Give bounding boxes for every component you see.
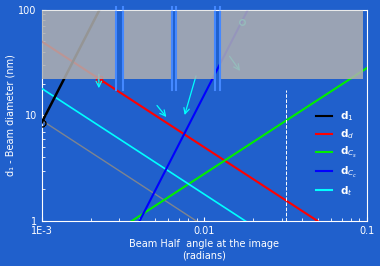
Bar <box>176 10 215 79</box>
X-axis label: Beam Half  angle at the image
(radians): Beam Half angle at the image (radians) <box>129 239 279 260</box>
Legend: d$_1$, d$_d$, d$_{C_s}$, d$_{C_c}$, d$_t$: d$_1$, d$_d$, d$_{C_s}$, d$_{C_c}$, d$_t… <box>312 105 362 202</box>
Bar <box>220 10 363 79</box>
Bar <box>123 10 171 79</box>
Bar <box>41 10 116 79</box>
Y-axis label: d₁ - Beam diameter (nm): d₁ - Beam diameter (nm) <box>6 55 16 176</box>
